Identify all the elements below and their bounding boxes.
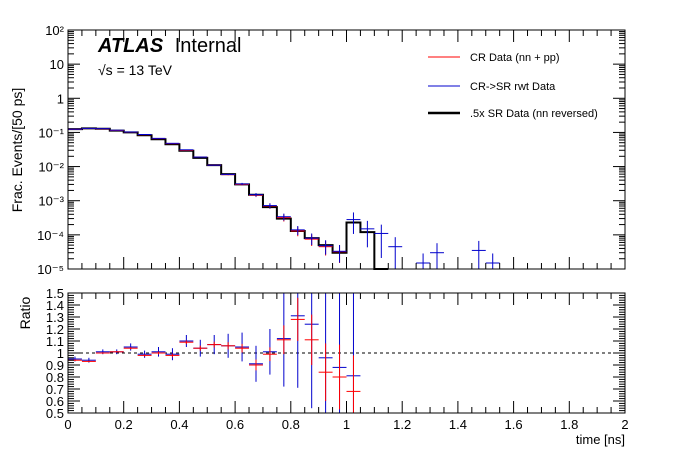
- x-axis-label: time [ns]: [576, 432, 625, 447]
- main-y-tick-label: 10⁻³: [38, 194, 64, 209]
- ratio-y-tick-label: 0.6: [46, 394, 64, 409]
- x-tick-label: 1.4: [449, 417, 467, 432]
- atlas-wordmark: ATLAS: [97, 35, 164, 57]
- x-tick-label: 2: [621, 417, 628, 432]
- x-tick-label: 0.6: [226, 417, 244, 432]
- main-x-axis-ticks: [67, 30, 626, 269]
- ratio-y-tick-label: 1: [57, 346, 64, 361]
- main-y-tick-label: 1: [57, 91, 64, 106]
- ratio-y-axis: 0.50.60.70.80.911.11.21.31.41.5: [46, 286, 625, 421]
- legend: CR Data (nn + pp) CR->SR rwt Data .5x SR…: [428, 52, 598, 120]
- ratio-y-tick-label: 1.2: [46, 322, 64, 337]
- main-y-tick-label: 10⁻²: [38, 160, 64, 175]
- x-tick-label: 1.8: [560, 417, 578, 432]
- main-y-axis: 10⁻⁵ 10⁻⁴ 10⁻³ 10⁻² 10⁻¹ 1 10 10²: [37, 23, 625, 277]
- main-y-tick-label: 10⁻¹: [38, 125, 64, 140]
- ratio-y-tick-label: 1.5: [46, 286, 64, 301]
- legend-label-rwt: CR->SR rwt Data: [470, 81, 556, 93]
- main-y-axis-label: Frac. Events/[50 ps]: [9, 88, 25, 213]
- main-y-tick-label: 10²: [45, 23, 64, 38]
- x-tick-label: 1.2: [393, 417, 411, 432]
- x-tick-label: 0.4: [170, 417, 188, 432]
- ratio-x-axis: 0 0.2 0.4 0.6 0.8 1 1.2 1.4 1.6 1.8 2: [64, 293, 629, 432]
- main-frame: [67, 29, 626, 270]
- legend-label-sr: .5x SR Data (nn reversed): [470, 108, 598, 120]
- legend-label-cr: CR Data (nn + pp): [470, 52, 560, 64]
- ratio-y-tick-label: 0.9: [46, 358, 64, 373]
- ratio-y-axis-label: Ratio: [17, 296, 33, 329]
- atlas-label: ATLAS Internal: [97, 35, 241, 57]
- ratio-y-tick-label: 0.7: [46, 382, 64, 397]
- ratio-y-tick-label: 1.1: [46, 334, 64, 349]
- x-tick-label: 0: [64, 417, 71, 432]
- main-plot-area: [68, 127, 500, 270]
- ratio-y-tick-label: 1.3: [46, 310, 64, 325]
- main-y-tick-label: 10⁻⁴: [37, 228, 64, 243]
- main-y-tick-label: 10⁻⁵: [37, 262, 64, 277]
- x-tick-label: 1: [343, 417, 350, 432]
- main-panel: 10⁻⁵ 10⁻⁴ 10⁻³ 10⁻² 10⁻¹ 1 10 10² Frac. Events/…: [9, 23, 626, 277]
- x-tick-label: 0.2: [115, 417, 133, 432]
- x-tick-label: 0.8: [282, 417, 300, 432]
- ratio-y-tick-label: 0.8: [46, 370, 64, 385]
- x-tick-label: 1.6: [505, 417, 523, 432]
- ratio-panel: 0.50.60.70.80.911.11.21.31.41.5 0 0.2 0.4 0…: [17, 286, 629, 447]
- ratio-y-tick-label: 0.5: [46, 406, 64, 421]
- atlas-status: Internal: [175, 35, 242, 57]
- ratio-frame: [67, 292, 626, 414]
- ratio-y-tick-label: 1.4: [46, 298, 64, 313]
- ratio-plot-area: [68, 293, 625, 413]
- energy-label: √s = 13 TeV: [98, 62, 173, 78]
- main-y-tick-label: 10: [50, 57, 64, 72]
